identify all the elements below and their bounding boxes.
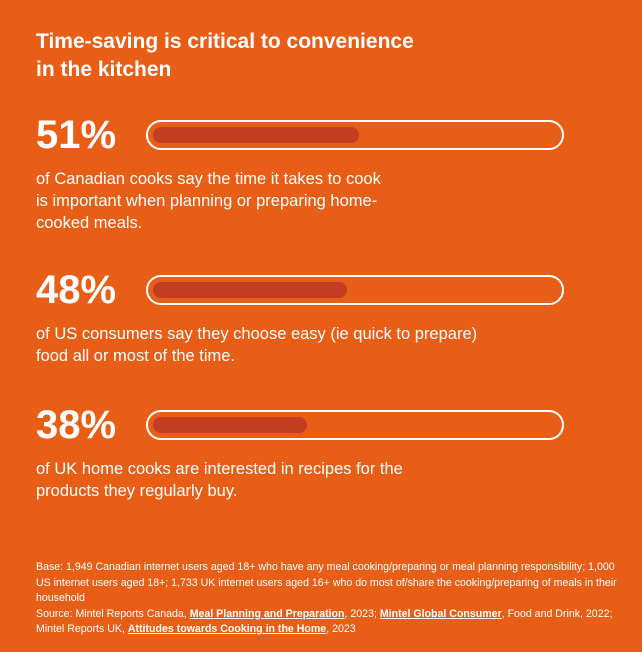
progress-bar-track (146, 275, 564, 305)
stat-row: 51% (36, 114, 596, 156)
desc-line: products they regularly buy. (36, 482, 238, 500)
page-title: Time-saving is critical to convenience i… (36, 28, 596, 84)
source-text: , Food and Drink, 2022; Mintel Reports U… (36, 607, 613, 636)
progress-bar-track (146, 120, 564, 150)
percent-value: 48% (36, 268, 117, 312)
source-text: , 2023 (326, 623, 356, 635)
desc-line: of UK home cooks are interested in recip… (36, 460, 403, 478)
progress-bar-fill (153, 127, 359, 143)
percent-value: 38% (36, 403, 117, 447)
progress-bar-fill (153, 282, 347, 298)
desc-line: is important when planning or preparing … (36, 192, 378, 210)
source-link-meal-planning[interactable]: Meal Planning and Preparation (189, 607, 345, 620)
stat-us: 48% of US consumers say they choose easy… (36, 269, 596, 367)
desc-line: of US consumers say they choose easy (ie… (36, 325, 478, 343)
source-prefix: Source: Mintel Reports Canada, (36, 607, 190, 620)
source-link-global-consumer[interactable]: Mintel Global Consumer (379, 607, 502, 620)
stat-description: of Canadian cooks say the time it takes … (36, 168, 456, 234)
title-line-1: Time-saving is critical to convenience (36, 30, 414, 53)
percent-value: 51% (36, 113, 117, 157)
desc-line: cooked meals. (36, 214, 143, 232)
progress-bar-fill (153, 417, 307, 433)
desc-line: of Canadian cooks say the time it takes … (36, 170, 381, 188)
stat-canada: 51% of Canadian cooks say the time it ta… (36, 114, 596, 234)
base-note: Base: 1,949 Canadian internet users aged… (36, 561, 617, 604)
stat-description: of US consumers say they choose easy (ie… (36, 323, 536, 367)
desc-line: food all or most of the time. (36, 347, 236, 365)
stat-uk: 38% of UK home cooks are interested in r… (36, 404, 596, 502)
title-line-2: in the kitchen (36, 58, 172, 81)
source-text: , 2023; (344, 607, 380, 620)
footnote: Base: 1,949 Canadian internet users aged… (36, 560, 618, 638)
stat-row: 38% (36, 404, 596, 446)
stat-row: 48% (36, 269, 596, 311)
source-link-attitudes-cooking[interactable]: Attitudes towards Cooking in the Home (127, 623, 327, 635)
stat-description: of UK home cooks are interested in recip… (36, 458, 456, 502)
progress-bar-track (146, 410, 564, 440)
